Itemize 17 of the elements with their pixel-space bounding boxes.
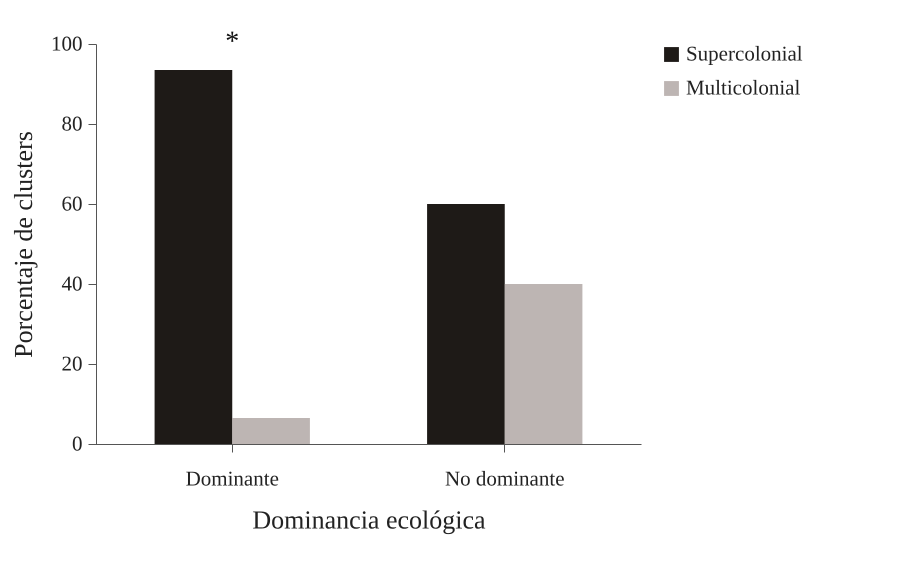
y-tick-label: 60 bbox=[62, 192, 82, 216]
y-tick-label: 40 bbox=[62, 272, 82, 296]
bar bbox=[504, 284, 582, 444]
y-tick-label: 100 bbox=[51, 32, 82, 56]
y-axis-title: Porcentaje de clusters bbox=[9, 131, 38, 358]
annotation: * bbox=[225, 26, 240, 57]
legend-label: Multicolonial bbox=[686, 76, 800, 100]
bar bbox=[154, 70, 232, 444]
y-tick-label: 80 bbox=[62, 112, 82, 136]
bar bbox=[427, 204, 505, 444]
legend-label: Supercolonial bbox=[686, 42, 803, 66]
x-axis-title: Dominancia ecológica bbox=[252, 506, 486, 534]
x-tick-label: No dominante bbox=[444, 466, 565, 490]
bar bbox=[232, 418, 310, 444]
y-tick-label: 20 bbox=[62, 352, 82, 376]
x-tick-label: Dominante bbox=[186, 466, 279, 490]
y-tick-label: 0 bbox=[72, 432, 82, 456]
